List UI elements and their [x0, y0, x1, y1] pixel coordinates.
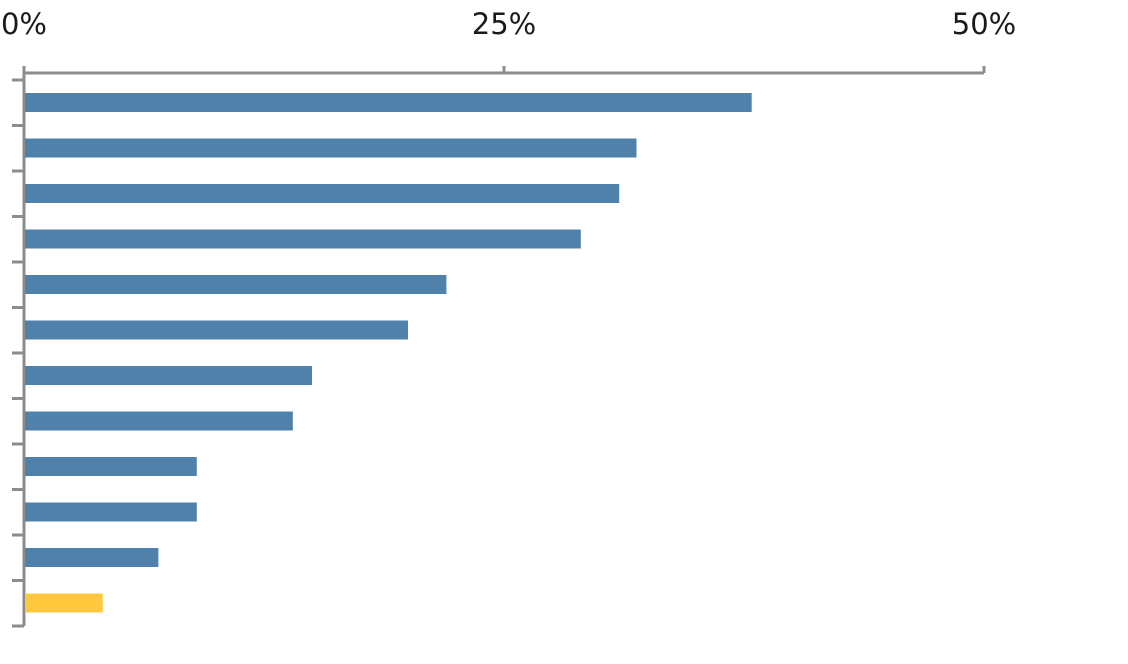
bar: [25, 184, 620, 203]
bar: [25, 502, 197, 522]
bar: [25, 457, 197, 476]
axes: [12, 66, 986, 628]
bar: [25, 275, 447, 294]
bar: [25, 320, 408, 340]
x-tick-label: 25%: [472, 7, 536, 41]
bar: [25, 366, 312, 385]
bar: [25, 138, 637, 158]
x-tick-labels: 0% 25% 50%: [1, 7, 1016, 41]
bar: [25, 593, 103, 613]
x-tick-label: 0%: [1, 7, 47, 41]
x-tick-label: 50%: [952, 7, 1016, 41]
bar: [25, 229, 581, 249]
bars: [25, 93, 752, 613]
bar: [25, 93, 752, 112]
bar: [25, 411, 293, 431]
bar: [25, 548, 159, 567]
